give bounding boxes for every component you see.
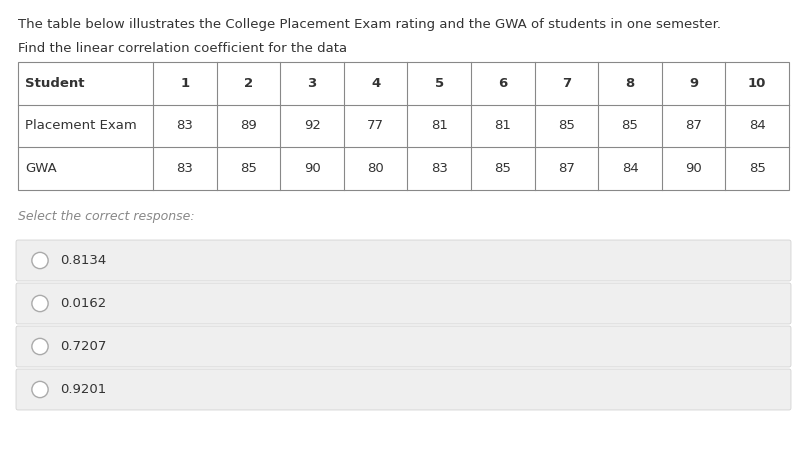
Text: 7: 7: [562, 77, 571, 90]
Text: 87: 87: [685, 119, 702, 133]
Text: 77: 77: [367, 119, 384, 133]
Text: 0.0162: 0.0162: [61, 297, 107, 310]
Text: 10: 10: [748, 77, 767, 90]
Text: 2: 2: [244, 77, 253, 90]
Text: GWA: GWA: [25, 162, 56, 175]
Text: 85: 85: [240, 162, 257, 175]
Text: 85: 85: [558, 119, 575, 133]
Text: 83: 83: [177, 119, 194, 133]
Text: 6: 6: [498, 77, 508, 90]
Text: Student: Student: [25, 77, 85, 90]
Text: 85: 85: [495, 162, 512, 175]
Text: The table below illustrates the College Placement Exam rating and the GWA of stu: The table below illustrates the College …: [18, 18, 721, 31]
Circle shape: [31, 381, 48, 397]
FancyBboxPatch shape: [16, 326, 791, 367]
FancyBboxPatch shape: [16, 369, 791, 410]
Text: 5: 5: [435, 77, 444, 90]
Text: 3: 3: [307, 77, 316, 90]
Text: 90: 90: [303, 162, 320, 175]
Text: 4: 4: [371, 77, 380, 90]
Text: 83: 83: [431, 162, 448, 175]
Circle shape: [31, 338, 48, 354]
Text: 85: 85: [749, 162, 766, 175]
Text: 89: 89: [240, 119, 257, 133]
Text: 8: 8: [625, 77, 634, 90]
Text: 0.7207: 0.7207: [61, 340, 107, 353]
Text: Find the linear correlation coefficient for the data: Find the linear correlation coefficient …: [18, 42, 347, 55]
Text: Select the correct response:: Select the correct response:: [18, 210, 194, 223]
Circle shape: [31, 253, 48, 269]
Text: 90: 90: [685, 162, 702, 175]
Text: 85: 85: [621, 119, 638, 133]
Text: 0.8134: 0.8134: [61, 254, 107, 267]
Text: 81: 81: [431, 119, 448, 133]
Text: 84: 84: [621, 162, 638, 175]
Text: 1: 1: [180, 77, 190, 90]
FancyBboxPatch shape: [16, 240, 791, 281]
Text: 0.9201: 0.9201: [61, 383, 107, 396]
Text: Placement Exam: Placement Exam: [25, 119, 136, 133]
Bar: [18, 62, 789, 190]
Text: 80: 80: [367, 162, 384, 175]
Circle shape: [31, 295, 48, 312]
Text: 81: 81: [495, 119, 512, 133]
Text: 9: 9: [689, 77, 698, 90]
Text: 92: 92: [303, 119, 320, 133]
Text: 84: 84: [749, 119, 766, 133]
Text: 87: 87: [558, 162, 575, 175]
Text: 83: 83: [177, 162, 194, 175]
FancyBboxPatch shape: [16, 283, 791, 324]
